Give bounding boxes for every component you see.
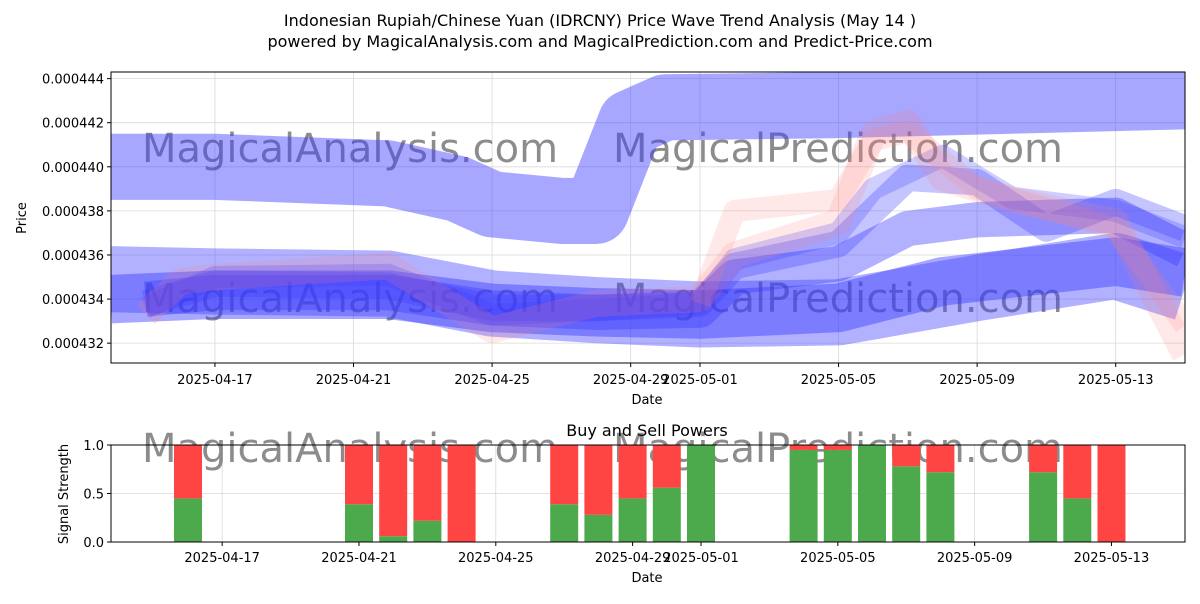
sell-bar (652, 445, 681, 488)
signal-y-tick-label: 1.0 (83, 439, 104, 454)
signal-x-ticks: 2025-04-17 2025-04-21 2025-04-25 2025-04-29… (184, 542, 1149, 566)
price-panel: MagicalAnalysis.com MagicalPrediction.co… (15, 71, 1186, 408)
buy-bar (1063, 498, 1092, 542)
sell-bar (379, 445, 408, 537)
sell-bar (447, 445, 476, 542)
price-y-tick-label: 0.000432 (42, 337, 104, 352)
figure-title-line1: Indonesian Rupiah/Chinese Yuan (IDRCNY) … (284, 11, 916, 30)
sell-bar (618, 445, 647, 499)
signal-y-label: Signal Strength (57, 444, 72, 544)
signal-x-tick-label: 2025-04-17 (184, 551, 260, 566)
buy-bar (584, 514, 613, 542)
price-band-red-6 (136, 109, 1185, 361)
buy-bar (858, 445, 886, 542)
buy-bar (550, 504, 579, 542)
price-y-tick-label: 0.000442 (42, 117, 104, 132)
price-x-tick-label: 2025-05-09 (939, 373, 1015, 388)
price-grid (111, 72, 1185, 363)
price-x-tick-label: 2025-04-21 (316, 373, 392, 388)
price-x-ticks: 2025-04-17 2025-04-21 2025-04-25 2025-04-29… (177, 363, 1153, 388)
watermark-right-bottom: MagicalPrediction.com (613, 276, 1063, 322)
sell-bar (584, 445, 613, 515)
signal-x-label: Date (631, 571, 662, 586)
sell-bar (550, 445, 579, 505)
price-series-group (111, 72, 1185, 361)
sell-bar (1029, 445, 1058, 473)
price-y-tick-label: 0.000436 (42, 249, 104, 264)
price-band-blue-1 (111, 232, 1185, 348)
price-plot-frame (110, 71, 1186, 364)
buy-bar (413, 520, 442, 542)
buy-bar (345, 504, 373, 542)
price-y-ticks: 0.000432 0.000434 0.000436 0.000438 0.000440… (42, 73, 111, 352)
price-band-blue-4 (141, 164, 1185, 322)
signal-x-tick-label: 2025-05-01 (663, 551, 739, 566)
sell-bar (1063, 445, 1092, 499)
price-y-tick-label: 0.000440 (42, 161, 104, 176)
sell-bar (926, 445, 955, 473)
watermark-right-top: MagicalPrediction.com (613, 126, 1063, 172)
signal-x-tick-label: 2025-04-29 (595, 551, 671, 566)
sell-bar (345, 445, 373, 505)
buy-bar (823, 449, 852, 542)
price-y-label: Price (15, 202, 30, 234)
signal-y-tick-label: 0.5 (83, 488, 104, 503)
signal-y-tick-label: 0.0 (83, 536, 104, 551)
price-y-tick-label: 0.000434 (42, 293, 104, 308)
sell-bar (174, 445, 202, 499)
sell-bar (892, 445, 921, 467)
price-x-tick-label: 2025-05-05 (801, 373, 877, 388)
price-x-label: Date (631, 393, 662, 408)
signal-x-tick-label: 2025-05-05 (800, 551, 876, 566)
signal-bars (174, 445, 1126, 542)
price-band-blue-3 (143, 197, 1185, 330)
signal-panel: Buy and Sell Powers MagicalAnalysis.com … (57, 421, 1186, 586)
buy-bar (892, 466, 921, 542)
signal-x-tick-label: 2025-04-25 (458, 551, 534, 566)
signal-x-tick-label: 2025-04-21 (321, 551, 397, 566)
watermark-left-top: MagicalAnalysis.com (142, 126, 558, 172)
buy-bar (379, 536, 408, 542)
buy-bar (687, 445, 715, 542)
watermark-left-bottom: MagicalAnalysis.com (142, 276, 558, 322)
price-band-blue-5 (141, 144, 1185, 326)
buy-bar (926, 472, 955, 542)
signal-x-tick-label: 2025-05-09 (937, 551, 1013, 566)
price-x-tick-label: 2025-04-29 (593, 373, 669, 388)
price-band-blue-0 (111, 72, 1185, 244)
buy-bar (789, 449, 818, 542)
price-x-tick-label: 2025-04-25 (454, 373, 530, 388)
price-x-tick-label: 2025-05-01 (662, 373, 738, 388)
price-band-red-7 (689, 120, 1185, 332)
price-x-tick-label: 2025-05-13 (1078, 373, 1154, 388)
sell-bar (789, 445, 818, 450)
price-y-tick-label: 0.000438 (42, 205, 104, 220)
sell-bar (1097, 445, 1126, 542)
buy-bar (618, 498, 647, 542)
price-x-tick-label: 2025-04-17 (177, 373, 253, 388)
signal-y-ticks: 0.0 0.5 1.0 (83, 439, 111, 551)
signal-title: Buy and Sell Powers (566, 421, 728, 440)
buy-bar (652, 487, 681, 542)
signal-x-tick-label: 2025-05-13 (1074, 551, 1150, 566)
figure-title-line2: powered by MagicalAnalysis.com and Magic… (267, 32, 932, 51)
sell-bar (413, 445, 442, 521)
price-y-tick-label: 0.000444 (42, 73, 104, 88)
buy-bar (1029, 472, 1058, 542)
buy-bar (174, 498, 202, 542)
price-band-blue-2 (111, 237, 1185, 339)
sell-bar (823, 445, 852, 450)
